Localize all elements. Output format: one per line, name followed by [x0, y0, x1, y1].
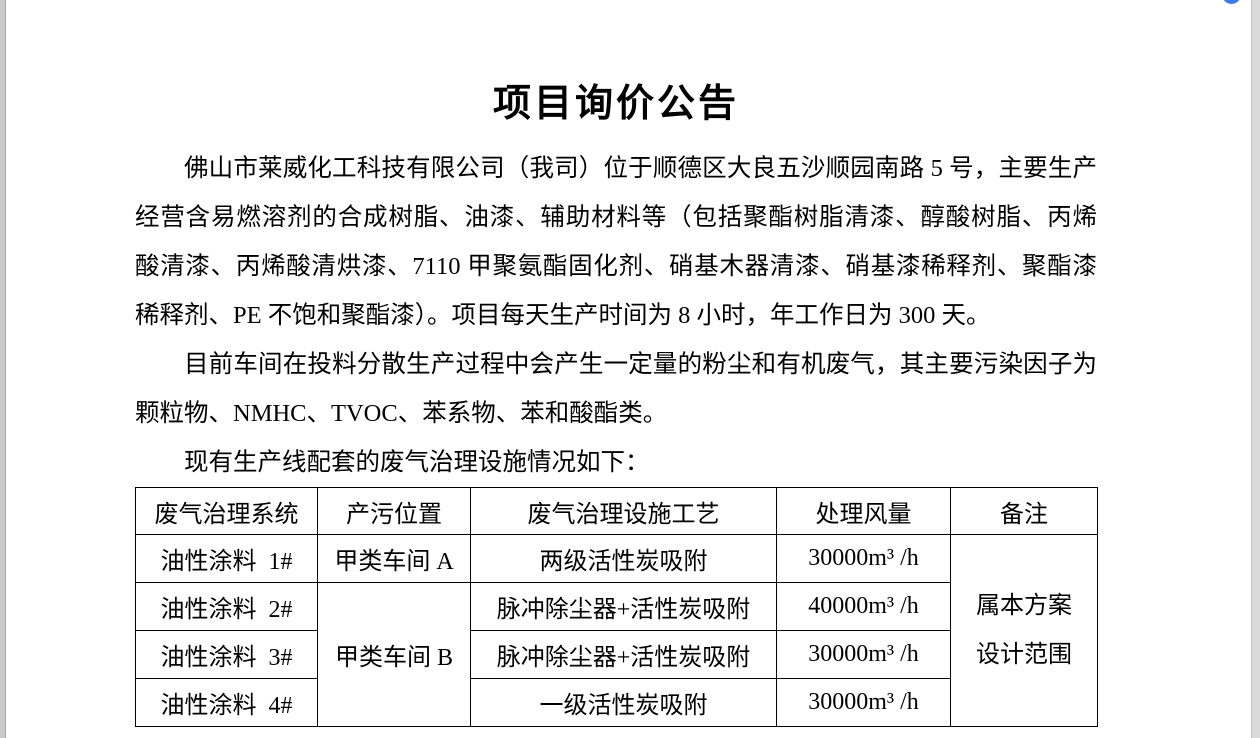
cell-process-1: 两级活性炭吸附 — [470, 534, 777, 583]
cell-airflow-4: 30000m³ /h — [776, 678, 951, 727]
document-page: 项目询价公告 佛山市莱威化工科技有限公司（我司）位于顺德区大良五沙顺园南路 5 … — [135, 0, 1098, 727]
table-row: 油性涂料 3# 脉冲除尘器+活性炭吸附 30000m³ /h — [135, 630, 1098, 679]
cell-process-3: 脉冲除尘器+活性炭吸附 — [470, 630, 777, 679]
document-body: 佛山市莱威化工科技有限公司（我司）位于顺德区大良五沙顺园南路 5 号，主要生产 … — [135, 144, 1097, 487]
table-row: 油性涂料 2# 甲类车间 B 脉冲除尘器+活性炭吸附 40000m³ /h — [135, 582, 1098, 727]
header-system: 废气治理系统 — [135, 487, 318, 535]
paragraph-1-line-2: 经营含易燃溶剂的合成树脂、油漆、辅助材料等（包括聚酯树脂清漆、醇酸树脂、丙烯 — [135, 204, 1097, 231]
table-row: 油性涂料 1# 甲类车间 A 两级活性炭吸附 30000m³ /h 属本方案 设… — [135, 534, 1098, 727]
header-pollution-location: 产污位置 — [317, 487, 471, 535]
header-airflow: 处理风量 — [776, 487, 951, 535]
cell-remark-merged: 属本方案 设计范围 — [950, 534, 1098, 727]
waste-gas-facility-table: 废气治理系统 产污位置 废气治理设施工艺 处理风量 备注 油性涂料 1# 甲类车… — [135, 487, 1098, 727]
paragraph-2-line-2: 颗粒物、NMHC、TVOC、苯系物、苯和酸酯类。 — [135, 400, 668, 427]
paragraph-2-line-1: 目前车间在投料分散生产过程中会产生一定量的粉尘和有机废气，其主要污染因子为 — [184, 351, 1097, 378]
header-remark: 备注 — [950, 487, 1098, 535]
cell-airflow-3: 30000m³ /h — [776, 630, 951, 679]
page-title: 项目询价公告 — [492, 83, 739, 125]
page-left-edge — [0, 0, 6, 738]
paragraph-1-line-3: 酸清漆、丙烯酸清烘漆、7110 甲聚氨酯固化剂、硝基木器清漆、硝基漆稀释剂、聚酯… — [135, 253, 1097, 280]
cell-location-b-merged: 甲类车间 B — [317, 582, 471, 727]
remark-line-2: 设计范围 — [976, 641, 1072, 668]
cell-system-3: 油性涂料 3# — [135, 630, 318, 679]
paragraph-1-line-1: 佛山市莱威化工科技有限公司（我司）位于顺德区大良五沙顺园南路 5 号，主要生产 — [184, 155, 1097, 182]
table-header-row: 废气治理系统 产污位置 废气治理设施工艺 处理风量 备注 — [135, 487, 1098, 535]
cell-system-4: 油性涂料 4# — [135, 678, 318, 727]
remark-line-1: 属本方案 — [976, 592, 1072, 619]
paragraph-1-line-4: 稀释剂、PE 不饱和聚酯漆）。项目每天生产时间为 8 小时，年工作日为 300 … — [135, 302, 991, 329]
floating-action-button[interactable] — [1222, 0, 1241, 4]
cell-location-a: 甲类车间 A — [317, 534, 471, 583]
table-row: 油性涂料 4# 一级活性炭吸附 30000m³ /h — [135, 678, 1098, 727]
cell-airflow-1: 30000m³ /h — [776, 534, 951, 583]
cell-airflow-2: 40000m³ /h — [776, 582, 951, 631]
vertical-scrollbar[interactable] — [1251, 0, 1260, 738]
cell-process-2: 脉冲除尘器+活性炭吸附 — [470, 582, 777, 631]
cell-process-4: 一级活性炭吸附 — [470, 678, 777, 727]
header-treatment-process: 废气治理设施工艺 — [470, 487, 777, 535]
cell-system-1: 油性涂料 1# — [135, 534, 318, 583]
cell-system-2: 油性涂料 2# — [135, 582, 318, 631]
paragraph-3-line-1: 现有生产线配套的废气治理设施情况如下： — [184, 449, 650, 476]
